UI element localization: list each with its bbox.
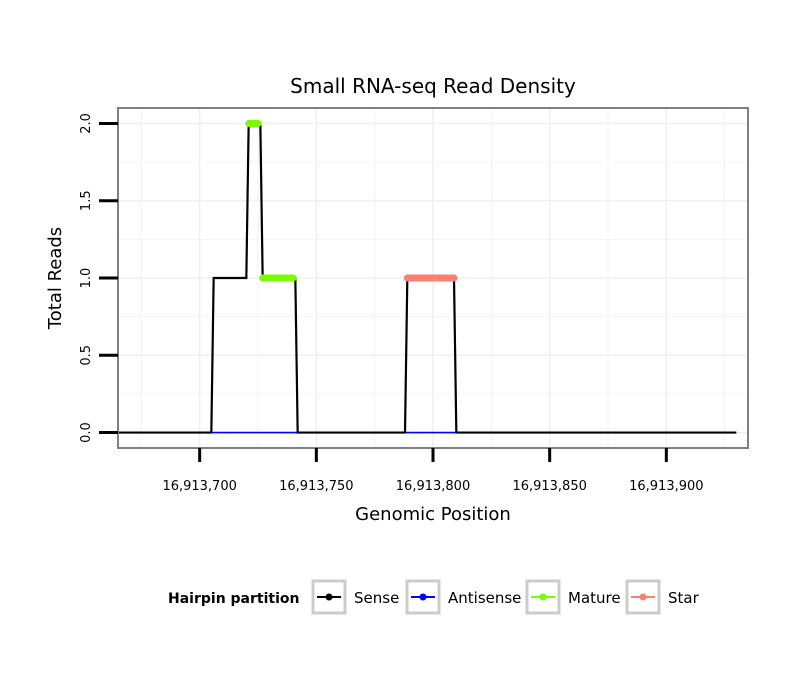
x-tick-label: 16,913,750 bbox=[279, 479, 353, 494]
y-axis-label: Total Reads bbox=[45, 227, 66, 330]
legend-entry-antisense: Antisense bbox=[405, 579, 521, 615]
y-tick-label: 1.0 bbox=[79, 268, 94, 289]
y-tick-label: 2.0 bbox=[79, 113, 94, 134]
x-tick-label: 16,913,850 bbox=[512, 479, 586, 494]
legend-key-point bbox=[539, 593, 547, 601]
x-tick-label: 16,913,700 bbox=[162, 479, 236, 494]
series-layer bbox=[118, 119, 737, 434]
y-tick-label: 1.5 bbox=[79, 190, 94, 211]
legend-key-point bbox=[325, 593, 333, 601]
legend-entry-mature: Mature bbox=[525, 579, 621, 615]
legend-title: Hairpin partition bbox=[168, 591, 299, 607]
legend-entry-label: Antisense bbox=[448, 589, 521, 607]
legend-entries: Sense Antisense Mature Star bbox=[311, 579, 700, 615]
legend-key-point bbox=[419, 593, 427, 601]
y-axis: 0.0 0.5 1.0 1.5 2.0 bbox=[79, 113, 118, 443]
y-tick-label: 0.0 bbox=[79, 422, 94, 443]
legend-key-point bbox=[639, 593, 647, 601]
x-tick-label: 16,913,900 bbox=[629, 479, 703, 494]
x-axis-label: Genomic Position bbox=[355, 504, 511, 525]
y-tick-label: 0.5 bbox=[79, 345, 94, 366]
legend-entry-label: Mature bbox=[568, 589, 621, 607]
x-axis: 16,913,700 16,913,750 16,913,800 16,913,850… bbox=[162, 448, 704, 494]
chart-title: Small RNA-seq Read Density bbox=[290, 74, 576, 98]
legend-entry-sense: Sense bbox=[311, 579, 399, 615]
x-tick-label: 16,913,800 bbox=[396, 479, 470, 494]
legend-entry-label: Star bbox=[668, 589, 700, 607]
legend-entry-star: Star bbox=[625, 579, 700, 615]
legend-entry-label: Sense bbox=[354, 589, 399, 607]
legend: Hairpin partition Sense Antisense Mature St… bbox=[168, 579, 700, 615]
